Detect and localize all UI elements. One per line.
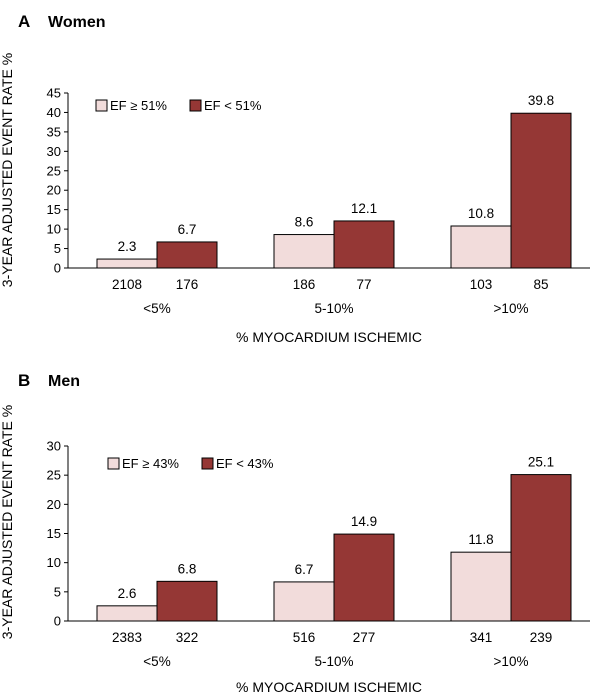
patient-count-label: 2108 <box>112 277 142 292</box>
y-tick-label: 0 <box>54 614 61 629</box>
patient-count-label: 85 <box>533 277 548 292</box>
patient-count-label: 322 <box>176 630 199 645</box>
bar-ef-high <box>273 581 335 622</box>
x-category-label: 5-10% <box>314 654 353 669</box>
legend-label: EF < 43% <box>216 456 274 471</box>
y-tick-label: 30 <box>47 144 61 159</box>
bar-value-label: 2.3 <box>118 239 137 254</box>
bar-value-label: 14.9 <box>351 514 377 529</box>
patient-count-label: 176 <box>176 277 199 292</box>
y-tick-label: 25 <box>47 163 61 178</box>
patient-count-label: 186 <box>293 277 316 292</box>
y-tick-label: 35 <box>47 124 61 139</box>
bar-value-label: 39.8 <box>528 93 554 108</box>
y-tick-label: 30 <box>47 439 61 454</box>
legend-swatch <box>107 457 120 470</box>
bar-value-label: 10.8 <box>468 206 494 221</box>
chart-panel-a: A Women 0 5 10 15 20 25 30 35 40 45 3-YEAR ADJUSTED … <box>0 12 590 345</box>
patient-count-label: 2383 <box>112 630 142 645</box>
panel-letter: A <box>18 12 30 31</box>
legend-label: EF < 51% <box>204 98 262 113</box>
patient-count-label: 516 <box>293 630 316 645</box>
bar-value-label: 12.1 <box>351 201 377 216</box>
y-tick-label: 10 <box>47 555 61 570</box>
legend-swatch <box>95 99 108 112</box>
bar-value-label: 11.8 <box>468 532 493 547</box>
patient-count-label: 341 <box>470 630 493 645</box>
bar-ef-low <box>333 220 395 269</box>
panel-letter: B <box>18 371 30 390</box>
y-tick-label: 0 <box>54 261 61 276</box>
y-axis-label: 3-YEAR ADJUSTED EVENT RATE % <box>0 53 15 287</box>
bar-value-label: 2.6 <box>118 586 137 601</box>
bar-value-label: 6.7 <box>295 562 314 577</box>
chart-panel-b: B Men 0 5 10 15 20 25 30 3-YEAR ADJUSTED EVENT RA… <box>0 371 590 695</box>
y-tick-label: 10 <box>47 222 61 237</box>
bar-ef-low <box>510 112 572 269</box>
y-tick-label: 5 <box>54 584 61 599</box>
y-tick-label: 5 <box>54 241 61 256</box>
legend: EF ≥ 51% EF < 51% <box>95 98 262 113</box>
x-category-label: >10% <box>494 301 529 316</box>
x-axis-label: % MYOCARDIUM ISCHEMIC <box>236 679 422 695</box>
patient-count-label: 77 <box>356 277 371 292</box>
bar-ef-high <box>96 258 158 269</box>
bar-ef-high <box>273 234 335 269</box>
bar-value-label: 6.7 <box>178 222 197 237</box>
y-tick-label: 20 <box>47 497 61 512</box>
y-tick-label: 25 <box>47 468 61 483</box>
bar-ef-low <box>156 241 218 269</box>
patient-count-label: 239 <box>530 630 553 645</box>
bar-ef-low <box>156 580 218 622</box>
y-tick-label: 20 <box>47 183 61 198</box>
patient-count-label: 277 <box>353 630 376 645</box>
patient-count-label: 103 <box>470 277 493 292</box>
bar-ef-low <box>333 533 395 622</box>
legend-swatch <box>189 99 202 112</box>
x-category-label: <5% <box>143 301 170 316</box>
legend-label: EF ≥ 43% <box>122 456 179 471</box>
bar-ef-high <box>450 225 512 269</box>
panel-title: Men <box>48 373 80 390</box>
y-tick-label: 40 <box>47 105 61 120</box>
y-axis-label: 3-YEAR ADJUSTED EVENT RATE % <box>0 405 15 639</box>
legend: EF ≥ 43% EF < 43% <box>107 456 274 471</box>
panel-title: Women <box>48 14 105 31</box>
legend-label: EF ≥ 51% <box>110 98 167 113</box>
y-tick-label: 15 <box>47 202 61 217</box>
bar-ef-low <box>510 474 572 622</box>
x-category-label: 5-10% <box>314 301 353 316</box>
x-category-label: >10% <box>494 654 529 669</box>
x-axis-label: % MYOCARDIUM ISCHEMIC <box>236 329 422 345</box>
bar-ef-high <box>96 605 158 622</box>
legend-swatch <box>201 457 214 470</box>
bar-value-label: 25.1 <box>528 455 554 470</box>
y-tick-label: 15 <box>47 526 61 541</box>
bar-value-label: 8.6 <box>295 215 314 230</box>
y-tick-label: 45 <box>47 86 61 101</box>
bar-value-label: 6.8 <box>178 561 197 576</box>
x-category-label: <5% <box>143 654 170 669</box>
bar-ef-high <box>450 551 512 622</box>
